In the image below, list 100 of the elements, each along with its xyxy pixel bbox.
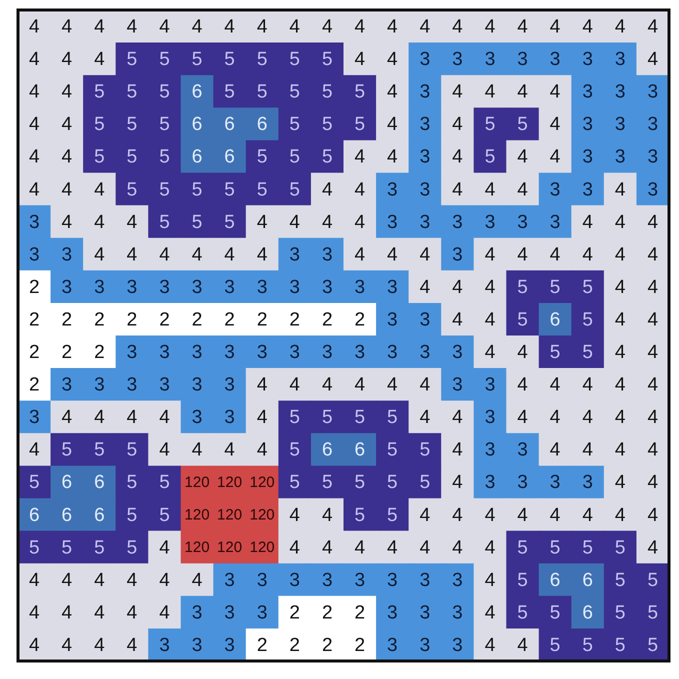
data-label: 5 bbox=[517, 570, 528, 591]
data-label: 2 bbox=[289, 309, 300, 330]
data-label: 3 bbox=[224, 342, 235, 364]
data-label: 2 bbox=[224, 309, 235, 330]
data-label: 4 bbox=[484, 570, 496, 591]
data-label: 4 bbox=[452, 407, 464, 428]
data-label: 4 bbox=[484, 602, 496, 624]
data-label: 4 bbox=[387, 49, 398, 70]
data-label: 3 bbox=[420, 342, 430, 364]
data-label: 4 bbox=[159, 244, 170, 266]
data-label: 5 bbox=[322, 146, 333, 168]
data-label: 5 bbox=[550, 342, 560, 364]
data-label: 4 bbox=[256, 374, 268, 396]
data-label: 4 bbox=[94, 634, 106, 656]
data-label: 3 bbox=[322, 570, 333, 591]
data-label: 5 bbox=[256, 146, 268, 168]
data-label: 3 bbox=[224, 276, 235, 298]
data-label: 4 bbox=[126, 634, 138, 656]
data-label: 3 bbox=[420, 114, 430, 136]
data-label: 3 bbox=[126, 342, 138, 364]
data-label: 3 bbox=[192, 634, 202, 656]
data-label: 4 bbox=[550, 16, 561, 38]
data-label: 5 bbox=[224, 82, 235, 103]
data-label: 2 bbox=[322, 309, 333, 330]
data-label: 5 bbox=[614, 570, 626, 591]
data-label: 3 bbox=[224, 602, 235, 624]
data-label: 5 bbox=[322, 407, 333, 428]
data-label: 3 bbox=[224, 634, 235, 656]
data-label: 3 bbox=[256, 570, 268, 591]
data-label: 4 bbox=[387, 244, 398, 266]
data-label: 4 bbox=[28, 440, 40, 461]
data-label: 4 bbox=[28, 114, 40, 136]
data-label: 3 bbox=[550, 179, 560, 200]
data-label: 3 bbox=[256, 342, 268, 364]
data-label: 5 bbox=[126, 146, 138, 168]
data-label: 4 bbox=[354, 537, 366, 558]
data-label: 4 bbox=[192, 244, 203, 266]
data-label: 4 bbox=[550, 114, 561, 136]
data-label: 4 bbox=[550, 82, 561, 103]
data-label: 5 bbox=[94, 146, 105, 168]
data-label: 4 bbox=[28, 179, 40, 200]
data-label: 3 bbox=[224, 374, 235, 396]
data-label: 3 bbox=[159, 342, 170, 364]
data-label: 5 bbox=[126, 114, 138, 136]
data-label: 3 bbox=[192, 602, 202, 624]
data-label: 4 bbox=[452, 146, 464, 168]
data-label: 4 bbox=[420, 276, 431, 298]
data-label: 4 bbox=[484, 342, 496, 364]
data-label: 3 bbox=[322, 276, 333, 298]
data-label: 6 bbox=[256, 114, 268, 136]
data-label: 5 bbox=[289, 179, 300, 200]
data-label: 4 bbox=[647, 537, 658, 558]
data-label: 5 bbox=[614, 602, 626, 624]
data-label: 5 bbox=[517, 276, 528, 298]
data-label: 5 bbox=[550, 602, 560, 624]
data-label: 4 bbox=[94, 16, 106, 38]
data-label: 4 bbox=[387, 16, 398, 38]
data-label: 6 bbox=[94, 504, 105, 526]
data-label: 5 bbox=[484, 146, 496, 168]
data-label: 4 bbox=[420, 537, 431, 558]
data-label: 4 bbox=[582, 440, 594, 461]
data-label: 5 bbox=[159, 504, 170, 526]
data-label: 3 bbox=[126, 374, 138, 396]
data-label: 5 bbox=[647, 634, 658, 656]
data-label: 4 bbox=[126, 570, 138, 591]
data-label: 4 bbox=[484, 504, 496, 526]
data-label: 4 bbox=[322, 212, 333, 233]
data-label: 4 bbox=[159, 440, 170, 461]
data-label: 4 bbox=[126, 16, 138, 38]
data-label: 5 bbox=[126, 472, 138, 494]
data-label: 4 bbox=[420, 374, 431, 396]
data-label: 4 bbox=[289, 374, 300, 396]
data-label: 4 bbox=[256, 440, 268, 461]
data-label: 5 bbox=[582, 634, 593, 656]
data-label: 3 bbox=[159, 374, 170, 396]
data-label: 4 bbox=[420, 16, 431, 38]
data-label: 4 bbox=[62, 179, 73, 200]
data-label: 4 bbox=[484, 16, 496, 38]
data-label: 5 bbox=[94, 114, 105, 136]
data-label: 2 bbox=[192, 309, 202, 330]
data-label: 6 bbox=[224, 146, 235, 168]
data-label: 3 bbox=[387, 309, 398, 330]
data-label: 4 bbox=[517, 634, 528, 656]
data-label: 4 bbox=[420, 504, 431, 526]
data-label: 4 bbox=[192, 440, 203, 461]
data-label: 4 bbox=[582, 244, 594, 266]
data-label: 3 bbox=[452, 244, 463, 266]
data-label: 4 bbox=[614, 407, 626, 428]
data-label: 4 bbox=[62, 82, 73, 103]
data-label: 3 bbox=[614, 82, 626, 103]
data-label: 120 bbox=[184, 506, 210, 524]
data-label: 4 bbox=[28, 49, 40, 70]
data-label: 4 bbox=[420, 244, 431, 266]
data-label: 4 bbox=[452, 179, 464, 200]
data-label: 4 bbox=[452, 440, 464, 461]
data-label: 3 bbox=[224, 570, 235, 591]
data-label: 4 bbox=[322, 537, 333, 558]
data-label: 5 bbox=[94, 537, 105, 558]
data-label: 3 bbox=[452, 634, 463, 656]
data-label: 3 bbox=[484, 440, 496, 461]
